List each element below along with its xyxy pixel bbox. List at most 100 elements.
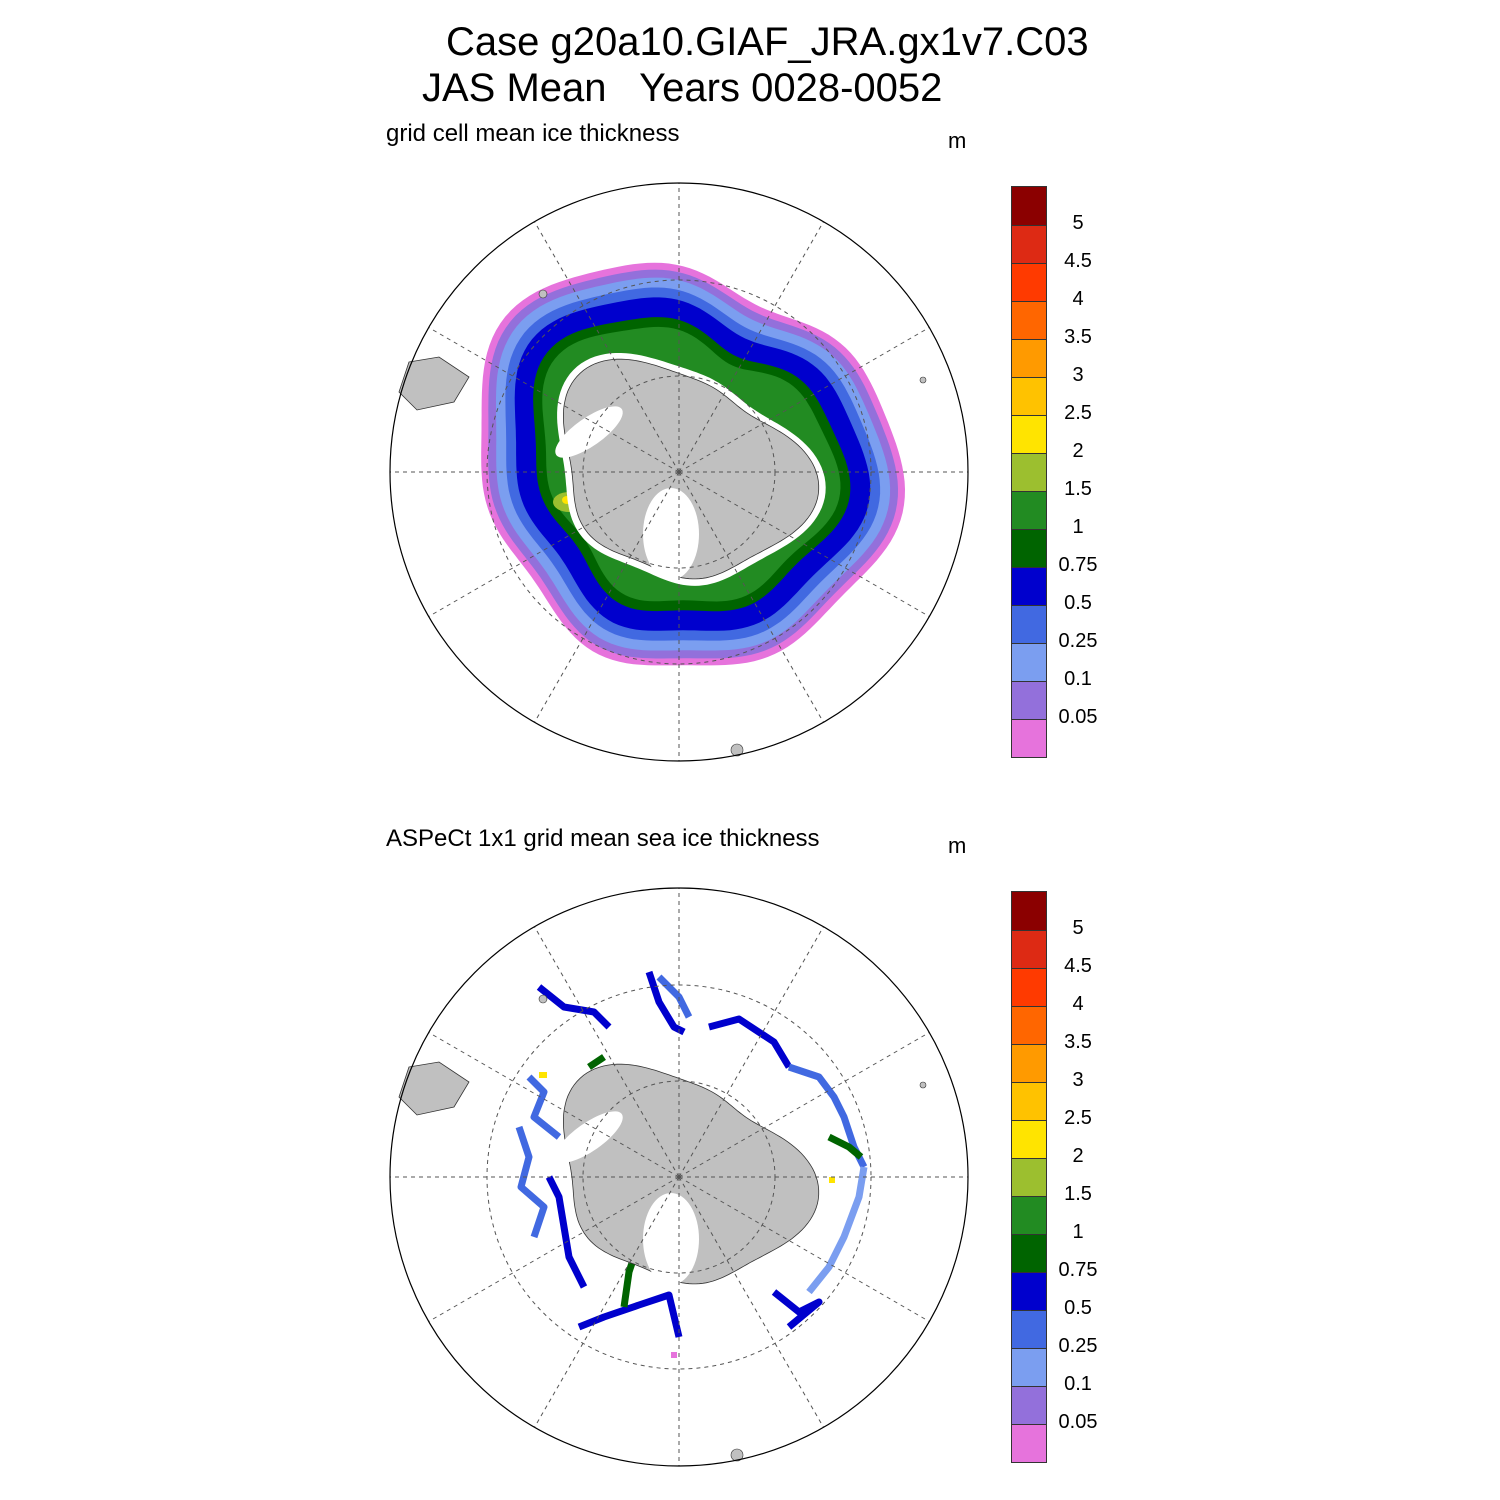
- meridian-11: [678, 1032, 930, 1178]
- map-boundary: [389, 182, 969, 762]
- meridian-2: [678, 1176, 824, 1428]
- panel2-subtitle: ASPeCt 1x1 grid mean sea ice thickness: [386, 825, 820, 852]
- colorbar-label: 3: [1072, 364, 1084, 386]
- colorbar-swatch: [1012, 1272, 1046, 1310]
- colorbar-swatch: [1012, 605, 1046, 643]
- colorbar-label: 3.5: [1064, 1031, 1092, 1053]
- colorbar-swatch: [1012, 968, 1046, 1006]
- ship-track-8: [577, 1291, 683, 1338]
- colorbar-label: 2: [1072, 440, 1084, 462]
- island-2: [730, 1448, 744, 1462]
- colorbar-swatch: [1012, 681, 1046, 719]
- colorbar-swatch: [1012, 415, 1046, 453]
- meridian-4: [534, 471, 680, 723]
- island-1: [538, 994, 548, 1004]
- meridian-7: [428, 1032, 680, 1178]
- obs-thick-cell: [539, 1072, 547, 1078]
- meridian-2: [678, 471, 824, 723]
- colorbar-label: 3.5: [1064, 326, 1092, 348]
- colorbar-swatch: [1012, 892, 1046, 930]
- colorbar-swatch: [1012, 1158, 1046, 1196]
- ship-track-7: [771, 1289, 823, 1330]
- ship-track-3: [708, 1015, 793, 1069]
- ship-track-13: [587, 1054, 606, 1070]
- obs-thin-cell: [671, 1352, 677, 1358]
- weddell-gap: [555, 1111, 623, 1163]
- south-america-landmass: [398, 356, 470, 411]
- colorbar-swatch: [1012, 263, 1046, 301]
- colorbar-swatch: [1012, 187, 1046, 225]
- ross-ice-shelf-gap: [643, 488, 699, 580]
- panel1-colorbar: [1011, 186, 1047, 758]
- panel2-map: [389, 887, 969, 1467]
- island-3: [919, 1081, 927, 1089]
- colorbar-swatch: [1012, 643, 1046, 681]
- colorbar-swatch: [1012, 225, 1046, 263]
- colorbar-swatch: [1012, 1120, 1046, 1158]
- colorbar-swatch: [1012, 529, 1046, 567]
- obs-thick-cell-2: [829, 1177, 835, 1183]
- ross-ice-shelf-gap: [643, 1193, 699, 1285]
- colorbar-swatch: [1012, 453, 1046, 491]
- south-america-landmass: [398, 1061, 470, 1116]
- colorbar-label: 5: [1072, 917, 1084, 939]
- colorbar-label: 0.05: [1058, 1411, 1098, 1433]
- colorbar-label: 0.25: [1058, 630, 1098, 652]
- colorbar-swatch: [1012, 1044, 1046, 1082]
- colorbar-swatch: [1012, 1348, 1046, 1386]
- colorbar-label: 2.5: [1064, 402, 1092, 424]
- panel2-colorbar: [1011, 891, 1047, 1463]
- colorbar-label: 0.75: [1058, 554, 1098, 576]
- colorbar-swatch: [1012, 339, 1046, 377]
- figure-title-line2: JAS Mean Years 0028-0052: [422, 66, 943, 110]
- colorbar-swatch: [1012, 491, 1046, 529]
- colorbar-swatch: [1012, 567, 1046, 605]
- colorbar-swatch: [1012, 1386, 1046, 1424]
- ship-track-6: [806, 1166, 868, 1295]
- colorbar-label: 0.1: [1064, 668, 1092, 690]
- colorbar-swatch: [1012, 301, 1046, 339]
- colorbar-swatch: [1012, 1006, 1046, 1044]
- meridian-1: [678, 1176, 930, 1322]
- colorbar-label: 2: [1072, 1145, 1084, 1167]
- meridian-4: [534, 1176, 680, 1428]
- meridian-11: [678, 327, 930, 473]
- ship-track-12: [545, 1175, 588, 1289]
- meridian-10: [678, 221, 824, 473]
- panel1-subtitle: grid cell mean ice thickness: [386, 120, 680, 147]
- panel1-map: [389, 182, 969, 762]
- colorbar-label: 4.5: [1064, 250, 1092, 272]
- colorbar-label: 0.05: [1058, 706, 1098, 728]
- colorbar-label: 4: [1072, 288, 1084, 310]
- colorbar-swatch: [1012, 1196, 1046, 1234]
- colorbar-swatch: [1012, 377, 1046, 415]
- colorbar-label: 0.1: [1064, 1373, 1092, 1395]
- ship-track-11: [515, 1125, 548, 1239]
- meridian-5: [428, 1176, 680, 1322]
- colorbar-label: 1.5: [1064, 478, 1092, 500]
- colorbar-label: 0.25: [1058, 1335, 1098, 1357]
- meridian-1: [678, 471, 930, 617]
- meridian-8: [534, 926, 680, 1178]
- meridian-8: [534, 221, 680, 473]
- colorbar-swatch: [1012, 930, 1046, 968]
- island-2: [730, 743, 744, 757]
- panel1-units: m: [948, 128, 967, 153]
- meridian-7: [428, 327, 680, 473]
- colorbar-swatch: [1012, 719, 1046, 757]
- ship-track-10: [526, 1074, 562, 1140]
- colorbar-label: 3: [1072, 1069, 1084, 1091]
- island-3: [919, 376, 927, 384]
- colorbar-swatch: [1012, 1310, 1046, 1348]
- colorbar-label: 1.5: [1064, 1183, 1092, 1205]
- colorbar-swatch: [1012, 1082, 1046, 1120]
- panel2-units: m: [948, 833, 967, 858]
- meridian-10: [678, 926, 824, 1178]
- colorbar-label: 5: [1072, 212, 1084, 234]
- colorbar-label: 2.5: [1064, 1107, 1092, 1129]
- colorbar-label: 1: [1072, 1221, 1084, 1243]
- ship-track-5: [827, 1133, 864, 1160]
- colorbar-label: 0.5: [1064, 1297, 1092, 1319]
- meridian-5: [428, 471, 680, 617]
- colorbar-swatch: [1012, 1424, 1046, 1462]
